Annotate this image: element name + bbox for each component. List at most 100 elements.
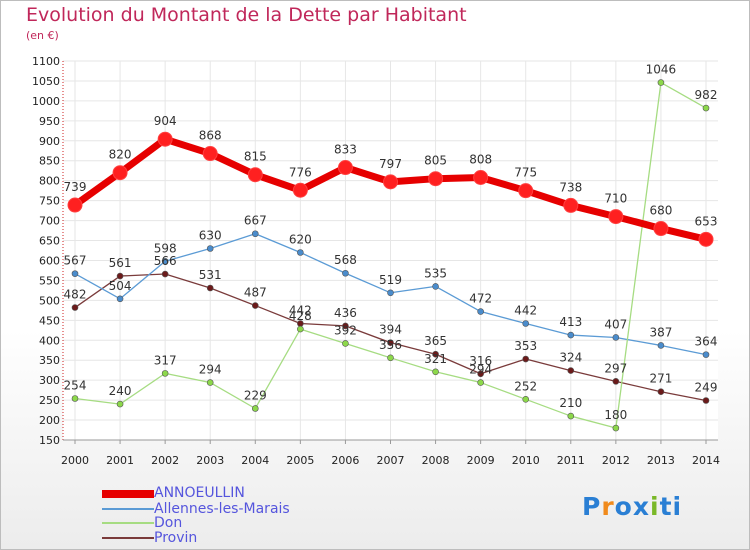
data-point (297, 325, 304, 333)
data-label: 982 (695, 88, 718, 102)
data-point (157, 131, 173, 147)
chart-title: Evolution du Montant de la Dette par Hab… (26, 4, 467, 26)
x-tick-label: 2011 (557, 454, 585, 467)
data-label: 252 (514, 379, 537, 393)
data-label: 808 (469, 152, 492, 166)
data-point (251, 405, 259, 412)
data-point (297, 249, 304, 256)
data-point (522, 355, 530, 363)
y-tick-label: 1050 (32, 75, 60, 88)
data-label: 833 (334, 143, 357, 157)
y-tick-label: 300 (39, 374, 60, 387)
data-point (383, 174, 398, 190)
data-label: 413 (559, 315, 582, 329)
x-tick-label: 2006 (331, 454, 359, 467)
data-point (702, 351, 710, 358)
data-label: 667 (244, 214, 267, 228)
y-tick-label: 500 (39, 294, 60, 307)
data-label: 229 (244, 388, 267, 402)
data-label: 739 (64, 180, 87, 194)
y-tick-label: 900 (39, 135, 60, 148)
data-point (432, 350, 439, 358)
data-label: 356 (379, 338, 402, 352)
data-label: 392 (334, 323, 357, 337)
y-tick-label: 150 (39, 434, 60, 447)
data-label: 317 (154, 353, 177, 367)
data-label: 738 (559, 180, 582, 194)
data-point (612, 378, 620, 385)
data-point (653, 221, 669, 237)
legend-label-don: Don (154, 515, 183, 531)
y-tick-label: 650 (39, 235, 60, 248)
data-label: 294 (199, 363, 222, 377)
x-tick-label: 2012 (602, 454, 630, 467)
data-point (702, 104, 710, 112)
data-label: 805 (424, 154, 447, 168)
data-point (608, 209, 624, 225)
data-point (342, 322, 349, 330)
data-point (116, 400, 124, 408)
y-tick-label: 600 (39, 254, 60, 267)
legend-swatch-annoeullin (102, 490, 154, 498)
data-point (522, 320, 530, 327)
y-tick-label: 700 (39, 215, 60, 228)
x-tick-label: 2010 (512, 454, 540, 467)
data-point (477, 370, 484, 378)
data-label: 535 (424, 266, 447, 280)
y-tick-label: 850 (39, 155, 60, 168)
data-point (477, 379, 484, 386)
data-label: 394 (379, 323, 402, 337)
data-label: 630 (199, 229, 222, 243)
y-tick-label: 1100 (32, 55, 60, 68)
data-label: 240 (109, 384, 132, 398)
x-tick-label: 2005 (286, 454, 314, 467)
data-label: 254 (64, 379, 87, 393)
data-label: 442 (514, 304, 537, 318)
data-point (432, 368, 439, 376)
x-tick-label: 2007 (377, 454, 405, 467)
data-point (432, 283, 439, 290)
data-point (161, 370, 169, 377)
data-point (657, 342, 665, 349)
data-point (116, 295, 124, 303)
data-label: 531 (199, 268, 222, 282)
data-label: 620 (289, 232, 312, 246)
x-tick-label: 2002 (151, 454, 179, 467)
legend-swatch-allennes (102, 508, 154, 510)
data-point (71, 395, 79, 402)
data-label: 297 (604, 361, 627, 375)
data-label: 365 (424, 334, 447, 348)
legend-swatch-don (102, 522, 154, 524)
data-label: 180 (604, 408, 627, 422)
data-label: 519 (379, 273, 402, 287)
data-point (206, 379, 214, 386)
data-point (337, 160, 353, 176)
data-point (387, 339, 394, 346)
data-point (202, 146, 218, 162)
data-point (428, 171, 444, 187)
data-point (567, 331, 575, 339)
logo-letter: i (650, 492, 660, 521)
legend-swatch-provin (102, 537, 154, 539)
data-point (251, 302, 259, 309)
data-point (698, 231, 714, 247)
data-label: 294 (469, 363, 492, 377)
data-point (342, 269, 349, 277)
x-tick-label: 2014 (692, 454, 720, 467)
data-point (71, 270, 79, 277)
data-label: 364 (695, 335, 718, 349)
data-label: 271 (649, 372, 672, 386)
data-point (206, 245, 214, 252)
proxiti-logo: Proxiti (582, 492, 682, 521)
data-point (251, 230, 259, 238)
y-tick-label: 1000 (32, 95, 60, 108)
data-point (567, 367, 575, 374)
data-label: 487 (244, 286, 267, 300)
data-point (612, 334, 620, 341)
data-label: 815 (244, 150, 267, 164)
y-tick-label: 400 (39, 334, 60, 347)
data-label: 407 (604, 317, 627, 331)
data-point (612, 424, 620, 432)
data-label: 321 (424, 352, 447, 366)
y-tick-label: 250 (39, 394, 60, 407)
